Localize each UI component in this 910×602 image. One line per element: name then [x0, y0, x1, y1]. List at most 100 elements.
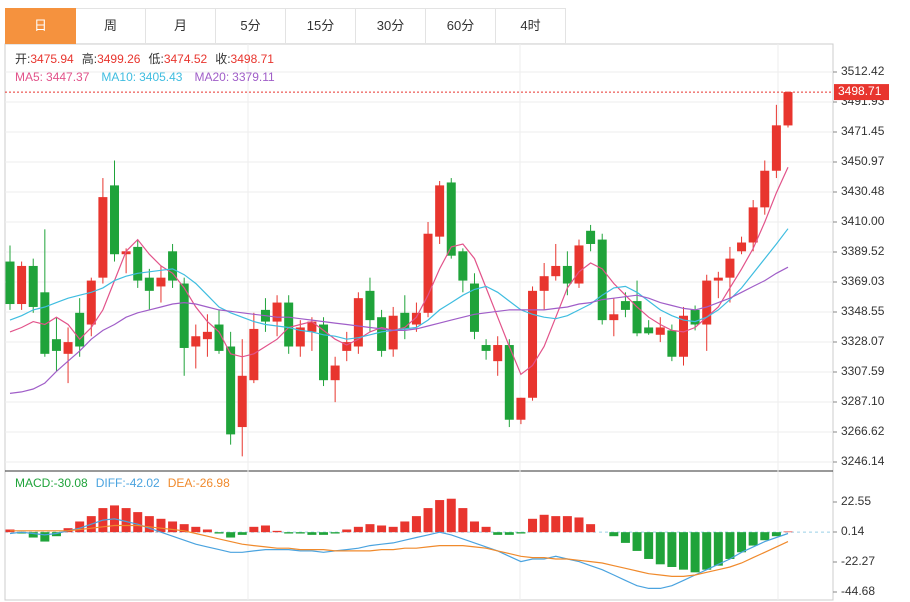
macd-bar — [75, 521, 85, 533]
y-tick-label: 3512.42 — [841, 64, 885, 78]
candle-body — [574, 245, 584, 284]
macd-bar — [562, 516, 572, 533]
macd-bar — [690, 532, 700, 573]
macd-bar — [632, 532, 642, 551]
macd-bar — [446, 498, 456, 533]
candle-body — [51, 339, 61, 351]
candle-body — [330, 365, 340, 381]
candle-body — [725, 258, 735, 278]
macd-bar — [481, 526, 491, 533]
y-tick-label: 3246.14 — [841, 454, 885, 468]
macd-bar — [237, 532, 247, 535]
header-value: 3475.94 — [30, 52, 74, 66]
candle-body — [191, 336, 201, 347]
header-label: DEA: — [168, 476, 196, 490]
candle-body — [609, 314, 619, 321]
y-tick-label: 22.55 — [841, 494, 871, 508]
macd-bar — [284, 532, 294, 534]
candle-body — [586, 230, 596, 244]
period-tabs: 日周月 5分 15分 30分 60分 4时 — [5, 8, 566, 44]
macd-bar — [377, 525, 387, 533]
candle-body — [17, 265, 27, 305]
period-tab[interactable]: 15分 — [286, 8, 356, 44]
header-label: 高: — [82, 51, 97, 66]
macd-bar — [260, 525, 270, 533]
macd-bar — [667, 532, 677, 567]
macd-bar — [504, 532, 514, 535]
candle-body — [307, 321, 317, 332]
candle-body — [5, 261, 15, 305]
candle-body — [760, 170, 770, 208]
macd-bar — [226, 532, 236, 538]
candle-body — [632, 301, 642, 334]
macd-bar — [144, 516, 154, 533]
macd-bar — [51, 532, 61, 537]
y-tick-label: 3430.48 — [841, 184, 885, 198]
macd-bar — [40, 532, 50, 542]
macd-bar — [28, 532, 38, 538]
period-tab[interactable]: 日 — [5, 8, 76, 44]
macd-bar — [737, 532, 747, 553]
legend-value: 3405.43 — [139, 70, 183, 84]
legend-label: MA20: — [194, 70, 229, 84]
y-tick-label: 3287.10 — [841, 394, 885, 408]
macd-bar — [319, 532, 329, 535]
period-tab[interactable]: 60分 — [426, 8, 496, 44]
candle-body — [678, 315, 688, 357]
legend-value: 3447.37 — [46, 70, 90, 84]
period-tab[interactable]: 月 — [146, 8, 216, 44]
candle-body — [481, 345, 491, 351]
candle-body — [284, 302, 294, 347]
macd-bar — [644, 532, 654, 559]
header-label: 收: — [215, 52, 230, 66]
last-price-tag — [834, 84, 889, 101]
header-value: -30.08 — [54, 476, 88, 490]
period-tab[interactable]: 5分 — [216, 8, 286, 44]
macd-bar — [678, 532, 688, 570]
candle-body — [144, 277, 154, 291]
candle-body — [179, 283, 189, 348]
candle-body — [388, 315, 398, 350]
macd-bar — [249, 526, 259, 533]
macd-line — [9, 518, 789, 589]
macd-bar — [353, 526, 363, 533]
macd-bar — [760, 532, 770, 541]
candle-body — [342, 342, 352, 351]
candle-body — [597, 239, 607, 321]
header-label: 开: — [15, 52, 30, 66]
macd-bar — [388, 526, 398, 533]
candle-body — [98, 197, 108, 278]
chart-frame — [4, 43, 834, 601]
candle-body — [156, 277, 166, 287]
candle-body — [353, 298, 363, 347]
candle-body — [771, 125, 781, 171]
macd-bar — [551, 516, 561, 533]
macd-bar — [179, 524, 189, 533]
y-tick-label: 3389.52 — [841, 244, 885, 258]
macd-bar — [411, 516, 421, 533]
y-tick-label: -22.27 — [841, 554, 875, 568]
ma-line — [9, 167, 789, 376]
period-tab[interactable]: 30分 — [356, 8, 426, 44]
candle-body — [411, 312, 421, 325]
macd-bar — [330, 532, 340, 534]
macd-bar — [63, 528, 73, 533]
candle-body — [493, 345, 503, 362]
ma-line — [9, 266, 789, 394]
legend-label: MA5: — [15, 70, 43, 84]
macd-bar — [539, 514, 549, 533]
period-tab[interactable]: 周 — [76, 8, 146, 44]
candle-body — [319, 324, 329, 381]
candle-body — [272, 302, 282, 322]
y-tick-label: 3471.45 — [841, 124, 885, 138]
macd-bar — [435, 500, 445, 533]
macd-bar — [202, 529, 212, 533]
candle-body — [516, 397, 526, 420]
candle-body — [690, 309, 700, 325]
header-label: DIFF: — [96, 476, 126, 490]
period-tab[interactable]: 4时 — [496, 8, 566, 44]
macd-bar — [423, 508, 433, 533]
macd-bar — [342, 529, 352, 533]
candle-body — [562, 265, 572, 284]
